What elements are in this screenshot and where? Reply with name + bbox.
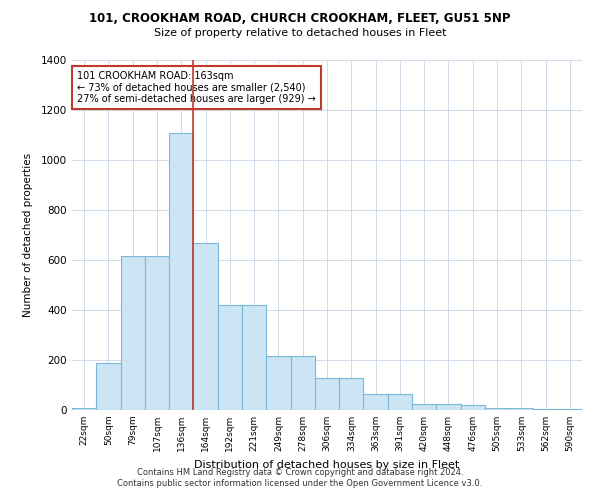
Bar [96, 362, 121, 410]
Bar [266, 356, 290, 410]
Y-axis label: Number of detached properties: Number of detached properties [23, 153, 32, 317]
Text: Contains HM Land Registry data © Crown copyright and database right 2024.
Contai: Contains HM Land Registry data © Crown c… [118, 468, 482, 487]
Bar [461, 405, 485, 410]
Bar [388, 394, 412, 410]
Bar [412, 404, 436, 410]
Bar [218, 305, 242, 410]
Bar [436, 404, 461, 410]
X-axis label: Distribution of detached houses by size in Fleet: Distribution of detached houses by size … [194, 460, 460, 469]
Bar [145, 256, 169, 410]
Text: Size of property relative to detached houses in Fleet: Size of property relative to detached ho… [154, 28, 446, 38]
Bar [533, 409, 558, 410]
Bar [315, 378, 339, 410]
Text: 101, CROOKHAM ROAD, CHURCH CROOKHAM, FLEET, GU51 5NP: 101, CROOKHAM ROAD, CHURCH CROOKHAM, FLE… [89, 12, 511, 26]
Bar [509, 408, 533, 410]
Bar [193, 242, 218, 410]
Bar [339, 378, 364, 410]
Bar [364, 394, 388, 410]
Text: 101 CROOKHAM ROAD: 163sqm
← 73% of detached houses are smaller (2,540)
27% of se: 101 CROOKHAM ROAD: 163sqm ← 73% of detac… [77, 70, 316, 104]
Bar [169, 132, 193, 410]
Bar [485, 408, 509, 410]
Bar [242, 305, 266, 410]
Bar [558, 409, 582, 410]
Bar [121, 256, 145, 410]
Bar [290, 356, 315, 410]
Bar [72, 408, 96, 410]
